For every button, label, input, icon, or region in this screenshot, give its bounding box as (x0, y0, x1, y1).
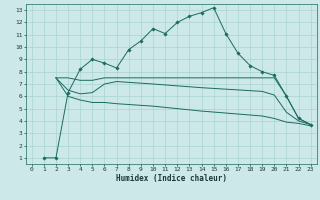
X-axis label: Humidex (Indice chaleur): Humidex (Indice chaleur) (116, 174, 227, 183)
